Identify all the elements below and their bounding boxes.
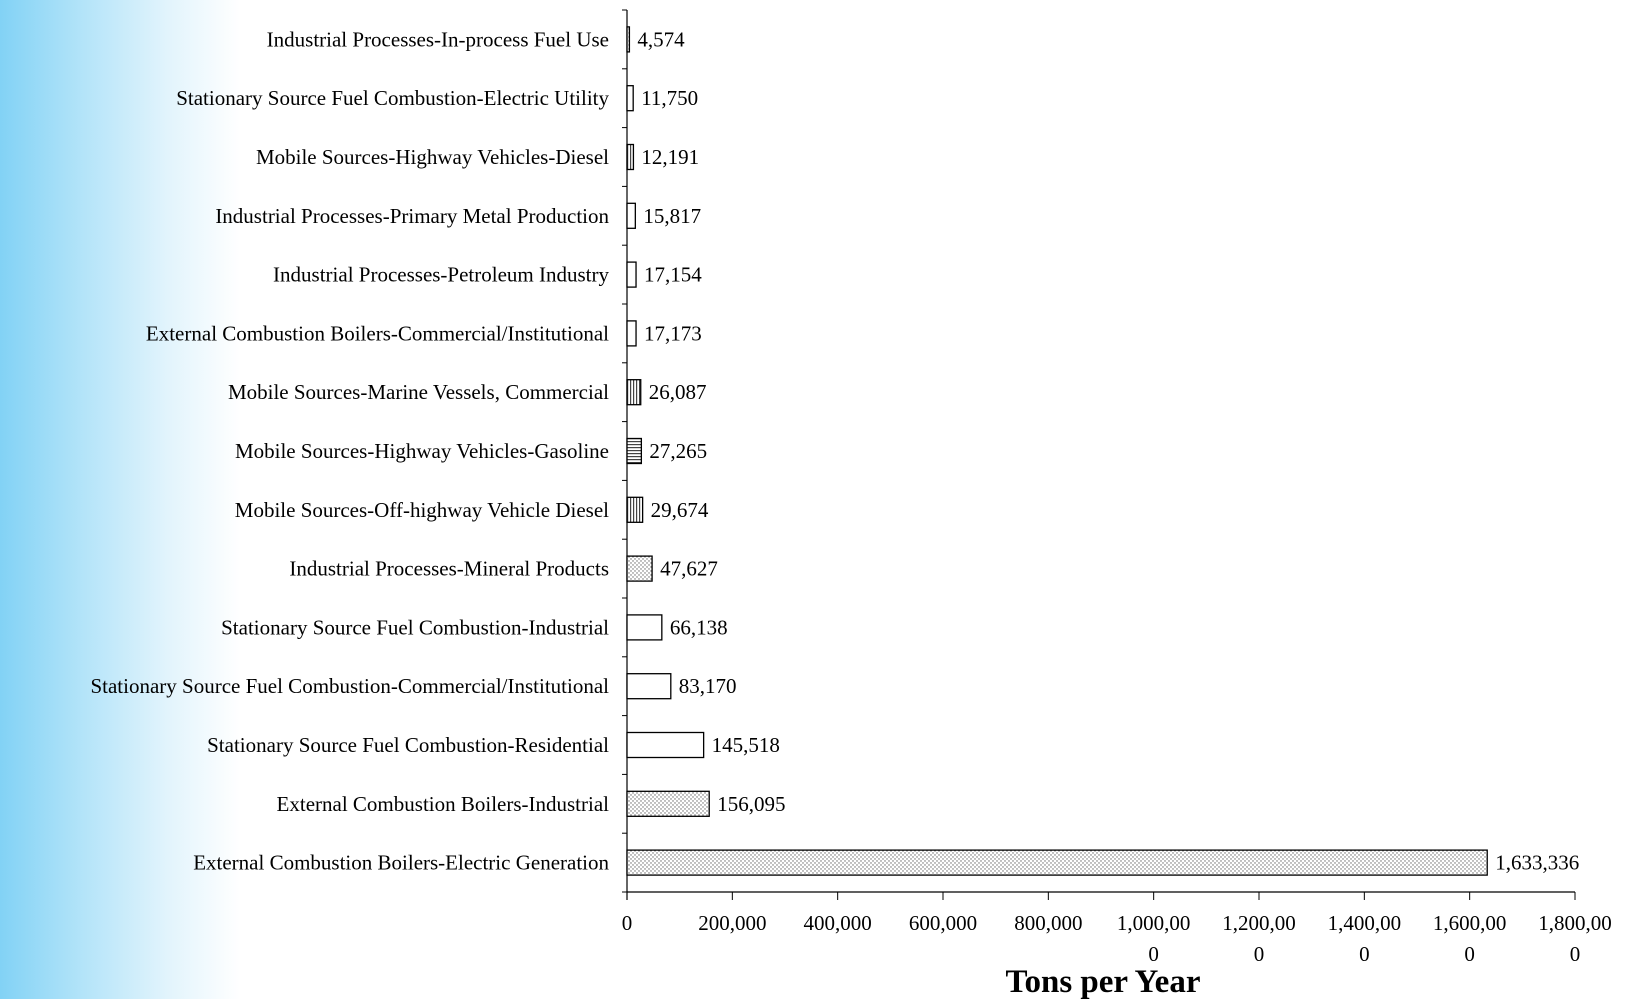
- bar: [626, 143, 635, 171]
- bar: [626, 496, 644, 523]
- category-label: External Combustion Boilers-Industrial: [277, 792, 610, 816]
- category-label: Stationary Source Fuel Combustion-Indust…: [221, 615, 609, 639]
- category-label: Mobile Sources-Highway Vehicles-Diesel: [256, 145, 609, 169]
- x-ticks: 0 200,000 400,000 600,000 800,000 1,000,00 0 1,…: [622, 892, 1612, 966]
- data-label: 15,817: [643, 204, 701, 228]
- x-tick-label: 400,000: [804, 911, 872, 935]
- value-labels: 4,574 11,750 12,191 15,817 17,154 17,173 26,08…: [637, 27, 1579, 874]
- x-tick-label: 1,000,00 0: [1117, 911, 1191, 966]
- x-tick-label: 1,200,00 0: [1222, 911, 1296, 966]
- data-label: 145,518: [712, 733, 780, 757]
- background-gradient: [0, 0, 240, 999]
- bar: [626, 26, 631, 53]
- data-label: 17,154: [644, 263, 702, 287]
- bars: [626, 26, 1488, 876]
- bar: [626, 85, 634, 112]
- category-label: Stationary Source Fuel Combustion-Electr…: [176, 86, 609, 110]
- bar: [626, 731, 705, 759]
- data-label: 1,633,336: [1495, 851, 1579, 875]
- data-label: 83,170: [679, 674, 737, 698]
- category-label: Mobile Sources-Off-highway Vehicle Diese…: [235, 498, 609, 522]
- data-label: 156,095: [717, 792, 785, 816]
- x-tick-label: 1,600,00 0: [1433, 911, 1507, 966]
- bar: [626, 202, 636, 229]
- category-label: Stationary Source Fuel Combustion-Reside…: [207, 733, 609, 757]
- data-label: 47,627: [660, 557, 718, 581]
- category-label: External Combustion Boilers-Commercial/I…: [146, 321, 609, 345]
- bar: [626, 320, 637, 347]
- bar: [626, 555, 653, 582]
- data-label: 12,191: [641, 145, 699, 169]
- bar: [626, 849, 1488, 876]
- category-label: Mobile Sources-Highway Vehicles-Gasoline: [235, 439, 609, 463]
- data-label: 29,674: [651, 498, 709, 522]
- bar: [626, 261, 637, 288]
- x-tick-label: 200,000: [698, 911, 766, 935]
- x-axis-title: Tons per Year: [1006, 964, 1201, 999]
- category-label: External Combustion Boilers-Electric Gen…: [193, 851, 609, 875]
- category-label: Industrial Processes-Primary Metal Produ…: [215, 204, 609, 228]
- category-labels: Industrial Processes-In-process Fuel Use…: [90, 27, 609, 874]
- x-tick-label: 800,000: [1014, 911, 1082, 935]
- bar: [626, 437, 643, 465]
- category-label: Stationary Source Fuel Combustion-Commer…: [90, 674, 609, 698]
- bar: [626, 673, 672, 700]
- x-tick-label: 1,400,00 0: [1328, 911, 1402, 966]
- axes: [622, 9, 1575, 900]
- bar: [626, 790, 710, 817]
- category-label: Mobile Sources-Marine Vessels, Commercia…: [228, 380, 609, 404]
- data-label: 4,574: [637, 27, 685, 51]
- data-label: 27,265: [649, 439, 707, 463]
- x-tick-label: 0: [622, 911, 633, 935]
- data-label: 66,138: [670, 615, 728, 639]
- x-tick-label: 1,800,00 0: [1538, 911, 1612, 966]
- data-label: 17,173: [644, 321, 702, 345]
- bar: [626, 614, 663, 641]
- data-label: 11,750: [641, 86, 698, 110]
- x-tick-label: 600,000: [909, 911, 977, 935]
- category-label: Industrial Processes-Mineral Products: [289, 557, 609, 581]
- category-label: Industrial Processes-In-process Fuel Use: [267, 27, 609, 51]
- data-label: 26,087: [649, 380, 707, 404]
- category-label: Industrial Processes-Petroleum Industry: [273, 263, 609, 287]
- bar: [626, 379, 642, 406]
